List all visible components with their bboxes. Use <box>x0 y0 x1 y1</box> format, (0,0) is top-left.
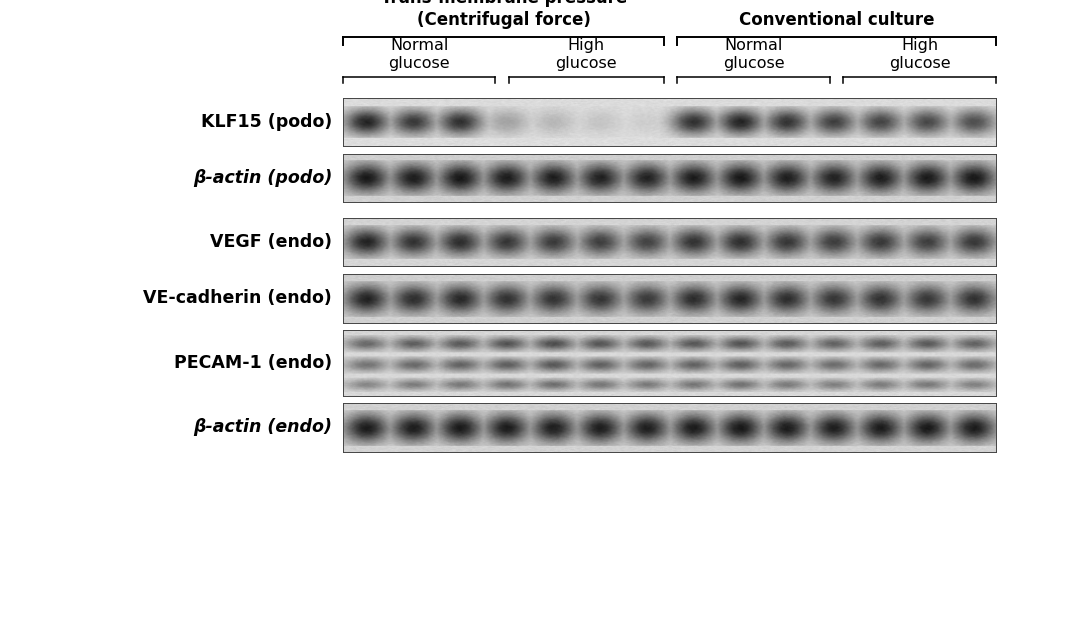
Text: PECAM-1 (endo): PECAM-1 (endo) <box>174 354 332 372</box>
Text: VE-cadherin (endo): VE-cadherin (endo) <box>144 289 332 307</box>
Text: β-actin (podo): β-actin (podo) <box>193 169 332 187</box>
Text: Normal
glucose: Normal glucose <box>723 38 784 71</box>
Text: High
glucose: High glucose <box>889 38 951 71</box>
Text: Normal
glucose: Normal glucose <box>389 38 450 71</box>
Text: Conventional culture: Conventional culture <box>739 11 934 29</box>
Text: High
glucose: High glucose <box>555 38 617 71</box>
Text: KLF15 (podo): KLF15 (podo) <box>200 113 332 131</box>
Text: VEGF (endo): VEGF (endo) <box>210 233 332 251</box>
Text: β-actin (endo): β-actin (endo) <box>193 418 332 437</box>
Text: Trans-membrane pressure
(Centrifugal force): Trans-membrane pressure (Centrifugal for… <box>380 0 627 29</box>
